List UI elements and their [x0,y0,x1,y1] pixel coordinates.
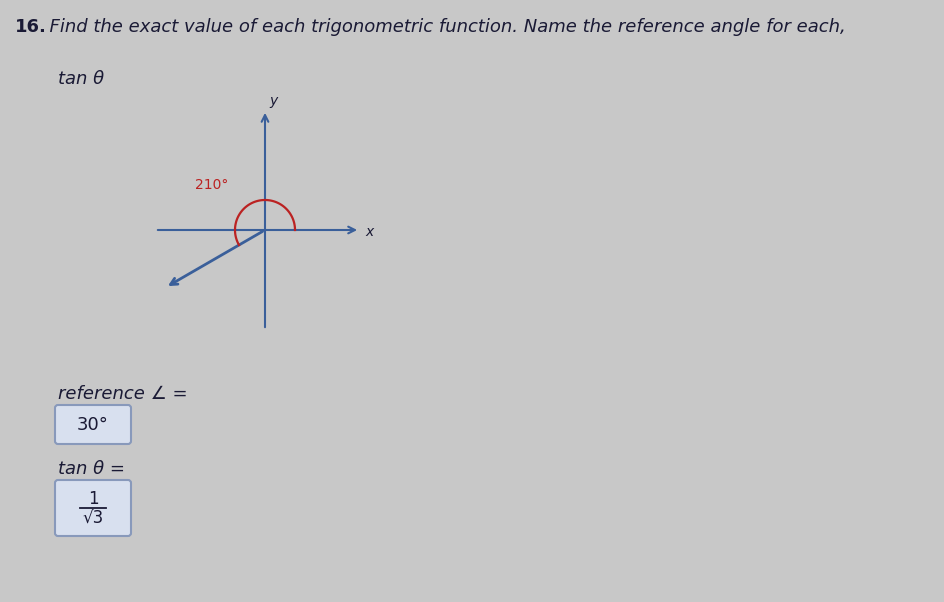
Text: 30°: 30° [77,415,109,433]
Text: tan θ: tan θ [58,70,104,88]
Text: 1: 1 [88,490,98,508]
Text: x: x [364,225,373,239]
Text: Find the exact value of each trigonometric function. Name the reference angle fo: Find the exact value of each trigonometr… [38,18,845,36]
Text: y: y [269,94,277,108]
FancyBboxPatch shape [55,405,131,444]
Text: 210°: 210° [194,178,228,192]
FancyBboxPatch shape [55,480,131,536]
Text: tan θ =: tan θ = [58,460,125,478]
Text: reference ∠ =: reference ∠ = [58,385,188,403]
Text: 16.: 16. [15,18,47,36]
Text: √3: √3 [82,510,104,528]
